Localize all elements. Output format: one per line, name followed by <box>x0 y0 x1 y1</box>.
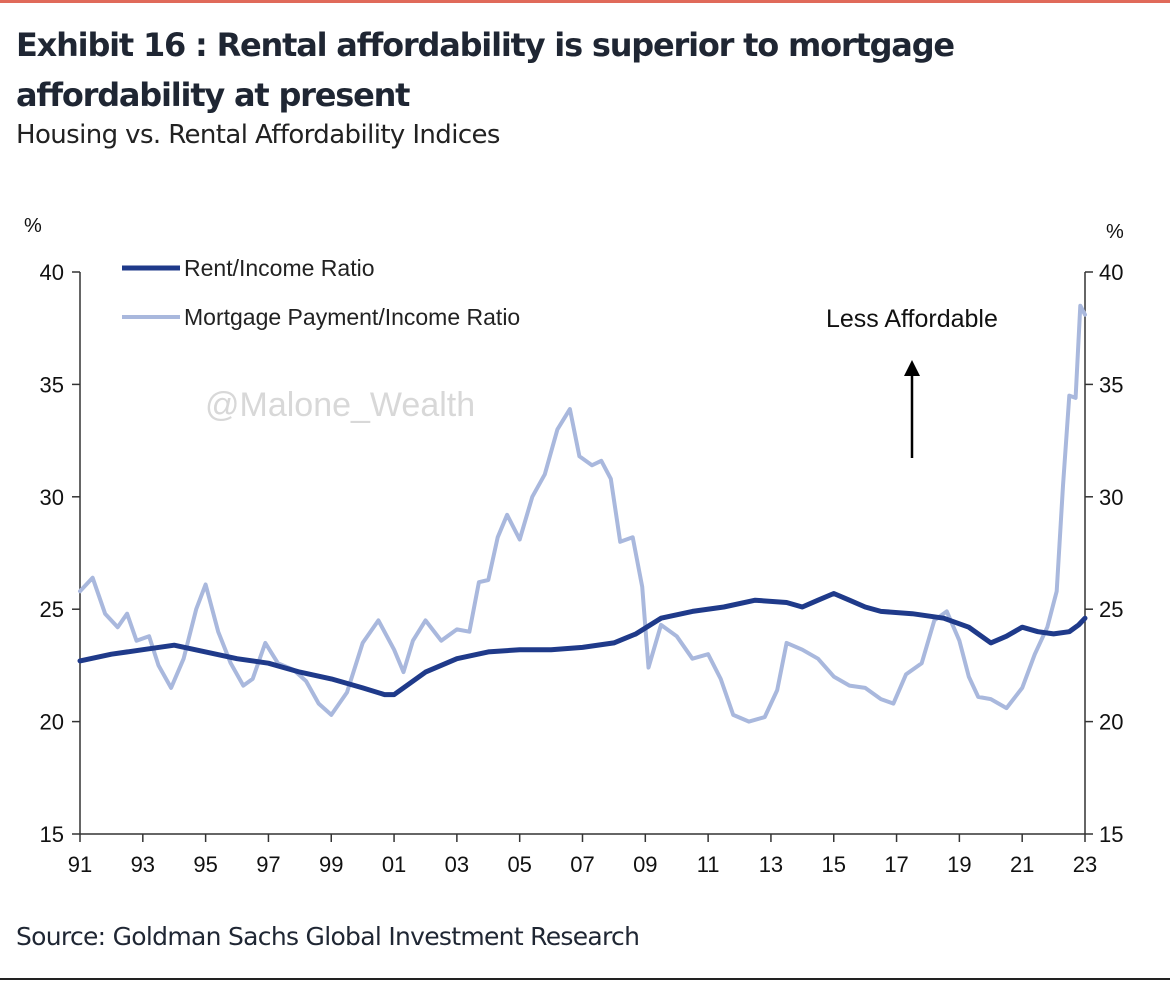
x-tick-label: 21 <box>1010 852 1034 877</box>
x-tick-label: 03 <box>445 852 469 877</box>
x-tick-label: 11 <box>697 852 720 877</box>
legend: Rent/Income Ratio Mortgage Payment/Incom… <box>122 255 520 330</box>
watermark-text: @Malone_Wealth <box>205 386 475 424</box>
chart-subtitle: Housing vs. Rental Affordability Indices <box>16 120 500 150</box>
y-tick-label-left: 35 <box>40 372 64 397</box>
chart-axes: 15 15 20 20 25 25 30 30 35 35 40 40% % 91 93 95 97 99 01 03… <box>24 215 1124 877</box>
y-tick-label-left: 25 <box>40 597 64 622</box>
y-tick-label-left: 30 <box>40 485 64 510</box>
annotation-text: Less Affordable <box>826 305 998 333</box>
x-tick-label: 01 <box>382 852 406 877</box>
y-tick-label-left: 15 <box>40 822 64 847</box>
exhibit-title: Exhibit 16 : Rental affordability is sup… <box>16 26 955 114</box>
x-tick-label: 91 <box>68 852 92 877</box>
x-tick-label: 13 <box>759 852 783 877</box>
x-tick-label: 23 <box>1073 852 1097 877</box>
arrow-head-icon <box>904 360 920 376</box>
bottom-rule <box>0 978 1170 980</box>
y-tick-label-right: 35 <box>1099 372 1123 397</box>
series-lines <box>77 303 1088 724</box>
y-tick-label-right: 25 <box>1099 597 1123 622</box>
x-tick-label: 09 <box>633 852 657 877</box>
less-affordable-annotation: Less Affordable <box>826 305 998 458</box>
x-tick-label: 99 <box>319 852 343 877</box>
y-tick-label-right: 20 <box>1099 710 1123 735</box>
y-tick-label-left: 40 <box>40 260 64 285</box>
x-tick-label: 97 <box>256 852 280 877</box>
x-tick-label: 95 <box>193 852 217 877</box>
source-note: Source: Goldman Sachs Global Investment … <box>16 922 640 951</box>
y-tick-label-right: 30 <box>1099 485 1123 510</box>
y-unit-left: % <box>24 215 42 237</box>
y-unit-right: % <box>1106 221 1124 243</box>
x-tick-label: 07 <box>570 852 594 877</box>
series-line-rent-income <box>77 591 1088 698</box>
y-tick-label-right: 15 <box>1099 822 1123 847</box>
top-rule <box>0 0 1170 3</box>
x-tick-label: 19 <box>947 852 971 877</box>
x-tick-label: 93 <box>131 852 155 877</box>
legend-label-rent: Rent/Income Ratio <box>184 255 374 281</box>
legend-label-mortgage: Mortgage Payment/Income Ratio <box>184 304 520 330</box>
x-tick-label: 15 <box>822 852 846 877</box>
y-tick-label-left: 20 <box>40 710 64 735</box>
series-line-mortgage-income <box>78 303 1087 724</box>
y-tick-label-right: 40 <box>1099 260 1123 285</box>
x-tick-label: 17 <box>884 852 908 877</box>
x-tick-label: 05 <box>507 852 531 877</box>
